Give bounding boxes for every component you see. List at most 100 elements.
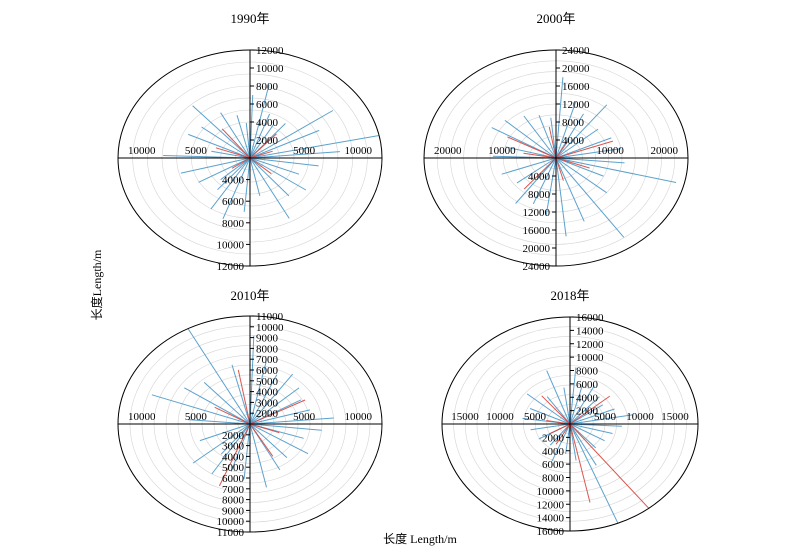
x-tick-label: 5000 bbox=[524, 411, 547, 423]
data-ray-blue bbox=[569, 414, 634, 425]
data-ray-blue bbox=[249, 84, 270, 159]
y-tick-label: 20000 bbox=[562, 63, 590, 75]
data-ray-blue bbox=[555, 157, 625, 164]
y-tick-label: 10000 bbox=[576, 352, 604, 364]
y-tick-label: 16000 bbox=[576, 312, 604, 324]
data-ray-blue bbox=[249, 157, 290, 219]
data-ray-blue bbox=[555, 157, 625, 238]
data-ray-blue bbox=[245, 122, 251, 159]
data-ray-blue bbox=[249, 335, 255, 425]
y-tick-label: 5000 bbox=[222, 462, 245, 474]
data-ray-blue bbox=[501, 157, 557, 175]
data-ray-blue bbox=[526, 393, 571, 425]
data-ray-blue bbox=[546, 370, 571, 425]
data-ray-blue bbox=[530, 423, 571, 431]
data-ray-red bbox=[555, 157, 564, 181]
y-tick-label: 4000 bbox=[222, 175, 245, 187]
y-tick-label: 3000 bbox=[256, 397, 279, 409]
x-tick-label: 10000 bbox=[128, 411, 156, 423]
data-ray-blue bbox=[555, 104, 608, 159]
data-ray-blue bbox=[187, 419, 251, 425]
y-tick-label: 4000 bbox=[562, 135, 585, 147]
data-ray-blue bbox=[220, 112, 251, 159]
data-ray-blue bbox=[249, 157, 290, 197]
data-ray-blue bbox=[236, 115, 251, 159]
data-ray-blue bbox=[230, 423, 251, 472]
panel-title: 2000年 bbox=[536, 11, 575, 26]
y-tick-label: 24000 bbox=[562, 45, 590, 57]
data-ray-blue bbox=[555, 113, 584, 159]
data-ray-blue bbox=[220, 157, 251, 181]
y-tick-label: 6000 bbox=[222, 473, 245, 485]
y-tick-label: 2000 bbox=[576, 406, 599, 418]
y-tick-label: 12000 bbox=[217, 261, 245, 273]
y-tick-label: 12000 bbox=[256, 45, 284, 57]
y-tick-label: 12000 bbox=[562, 99, 590, 111]
data-ray-blue bbox=[211, 150, 251, 159]
data-ray-blue bbox=[192, 423, 251, 464]
data-ray-red bbox=[249, 423, 280, 434]
data-ray-red bbox=[546, 420, 571, 425]
data-ray-blue bbox=[569, 385, 583, 425]
data-ray-blue bbox=[249, 157, 307, 191]
y-tick-label: 8000 bbox=[528, 189, 551, 201]
x-tick-label: 5000 bbox=[293, 411, 316, 423]
data-ray-blue bbox=[523, 115, 557, 159]
data-ray-blue bbox=[555, 101, 577, 159]
data-ray-blue bbox=[516, 157, 557, 184]
panel-title: 2018年 bbox=[550, 288, 589, 303]
data-ray-red bbox=[249, 150, 273, 159]
x-tick-label: 10000 bbox=[486, 411, 514, 423]
data-ray-red bbox=[548, 423, 571, 435]
y-tick-label: 7000 bbox=[256, 354, 279, 366]
y-tick-label: 2000 bbox=[256, 408, 279, 420]
data-ray-red bbox=[555, 140, 614, 159]
data-ray-blue bbox=[569, 423, 597, 466]
data-ray-red bbox=[569, 395, 611, 425]
data-ray-blue bbox=[555, 128, 599, 159]
data-ray-blue bbox=[217, 157, 251, 191]
panel-1990: 1990年 2000 4000 6000 8000 10000 12000 4000 6000 8… bbox=[117, 11, 383, 273]
y-tick-label: 2000 bbox=[256, 135, 279, 147]
data-ray-blue bbox=[249, 417, 334, 425]
data-ray-blue bbox=[199, 423, 251, 442]
y-tick-label: 9000 bbox=[256, 333, 279, 345]
data-ray-blue bbox=[569, 385, 595, 425]
data-ray-blue bbox=[249, 157, 261, 197]
data-ray-red bbox=[555, 140, 569, 159]
x-axis-label: 长度 Length/m bbox=[383, 531, 457, 546]
data-ray-blue bbox=[249, 409, 311, 425]
y-tick-label: 4000 bbox=[222, 451, 245, 463]
data-ray-blue bbox=[555, 157, 567, 237]
data-ray-blue bbox=[249, 157, 319, 167]
data-ray-blue bbox=[569, 423, 605, 442]
data-ray-blue bbox=[555, 137, 612, 159]
y-tick-label: 2000 bbox=[222, 430, 245, 442]
panel-2018: 2018年20004000600080001000012000140001600… bbox=[441, 288, 699, 538]
y-tick-label: 16000 bbox=[537, 526, 565, 538]
data-ray-blue bbox=[151, 394, 251, 425]
x-tick-label: 10000 bbox=[128, 145, 156, 157]
x-tick-label: 5000 bbox=[185, 411, 208, 423]
data-ray-blue bbox=[220, 423, 251, 455]
data-ray-blue bbox=[231, 364, 251, 425]
data-ray-blue bbox=[555, 157, 585, 222]
y-tick-label: 6000 bbox=[222, 196, 245, 208]
data-ray-blue bbox=[555, 157, 607, 194]
y-tick-label: 8000 bbox=[256, 81, 279, 93]
data-ray-red bbox=[249, 133, 277, 159]
y-tick-label: 12000 bbox=[523, 207, 551, 219]
data-ray-red bbox=[523, 152, 557, 159]
y-tick-label: 11000 bbox=[217, 527, 245, 539]
data-ray-red bbox=[507, 136, 557, 159]
data-ray-blue bbox=[569, 423, 613, 434]
data-ray-red bbox=[249, 423, 274, 457]
data-ray-blue bbox=[569, 408, 615, 425]
data-ray-blue bbox=[504, 119, 557, 159]
panel-title: 1990年 bbox=[230, 11, 269, 26]
data-ray-red bbox=[237, 369, 251, 425]
data-ray-blue bbox=[249, 423, 309, 455]
data-ray-red bbox=[215, 147, 251, 159]
data-ray-blue bbox=[515, 157, 557, 204]
y-tick-label: 14000 bbox=[537, 513, 565, 525]
